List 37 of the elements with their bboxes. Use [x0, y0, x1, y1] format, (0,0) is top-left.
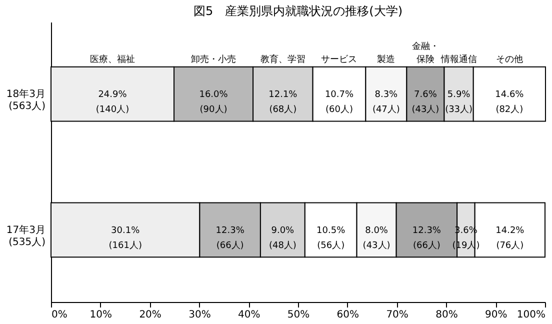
series-label: その他 — [496, 54, 523, 66]
series-label: サービス — [321, 54, 358, 66]
data-label: 12.1% (68人) — [268, 90, 298, 116]
series-label: 情報通信 — [440, 54, 477, 66]
chart-title: 図5 産業別県内就職状況の推移(大学) — [194, 4, 402, 18]
x-tick-label: 50% — [287, 310, 310, 320]
data-label: 10.5% (56人) — [316, 226, 346, 251]
series-label: 製造 — [377, 54, 396, 66]
data-label: 12.3% (66人) — [216, 226, 245, 251]
x-tick-label: 40% — [238, 310, 260, 320]
series-label: 金融・保険 — [412, 41, 439, 66]
x-tick-label: 80% — [436, 310, 458, 320]
data-label: 24.9% (140人) — [96, 90, 130, 116]
series-label: 卸売・小売 — [191, 54, 236, 66]
data-label: 12.3% (66人) — [412, 226, 442, 251]
x-tick-label: 30% — [188, 310, 211, 320]
x-tick-label: 90% — [484, 310, 508, 320]
data-label: 10.7% (60人) — [324, 90, 354, 116]
data-label: 9.0% (48人) — [268, 226, 296, 251]
data-label: 14.6% (82人) — [495, 90, 524, 116]
data-label: 8.3% (47人) — [372, 90, 400, 116]
series-label: 医療、福祉 — [90, 54, 136, 66]
x-tick-label: 10% — [90, 310, 112, 320]
data-label: 16.0% (90人) — [199, 90, 228, 116]
data-label: 14.2% (76人) — [496, 226, 525, 251]
y-tick-label: 18年3月 (563人) — [6, 88, 46, 112]
x-tick-label: 0% — [52, 310, 68, 320]
x-tick-label: 70% — [386, 310, 408, 320]
x-tick-label: 20% — [139, 310, 162, 320]
x-tick-label: 100% — [516, 310, 546, 320]
data-label: 5.9% (33人) — [445, 90, 473, 116]
y-tick-label: 17年3月 (535人) — [6, 224, 46, 248]
x-tick-label: 60% — [336, 310, 360, 320]
series-label: 教育、学習 — [260, 54, 306, 66]
data-label: 30.1% (161人) — [108, 226, 142, 251]
data-label: 8.0% (43人) — [362, 226, 390, 251]
data-label: 7.6% (43人) — [412, 90, 440, 116]
